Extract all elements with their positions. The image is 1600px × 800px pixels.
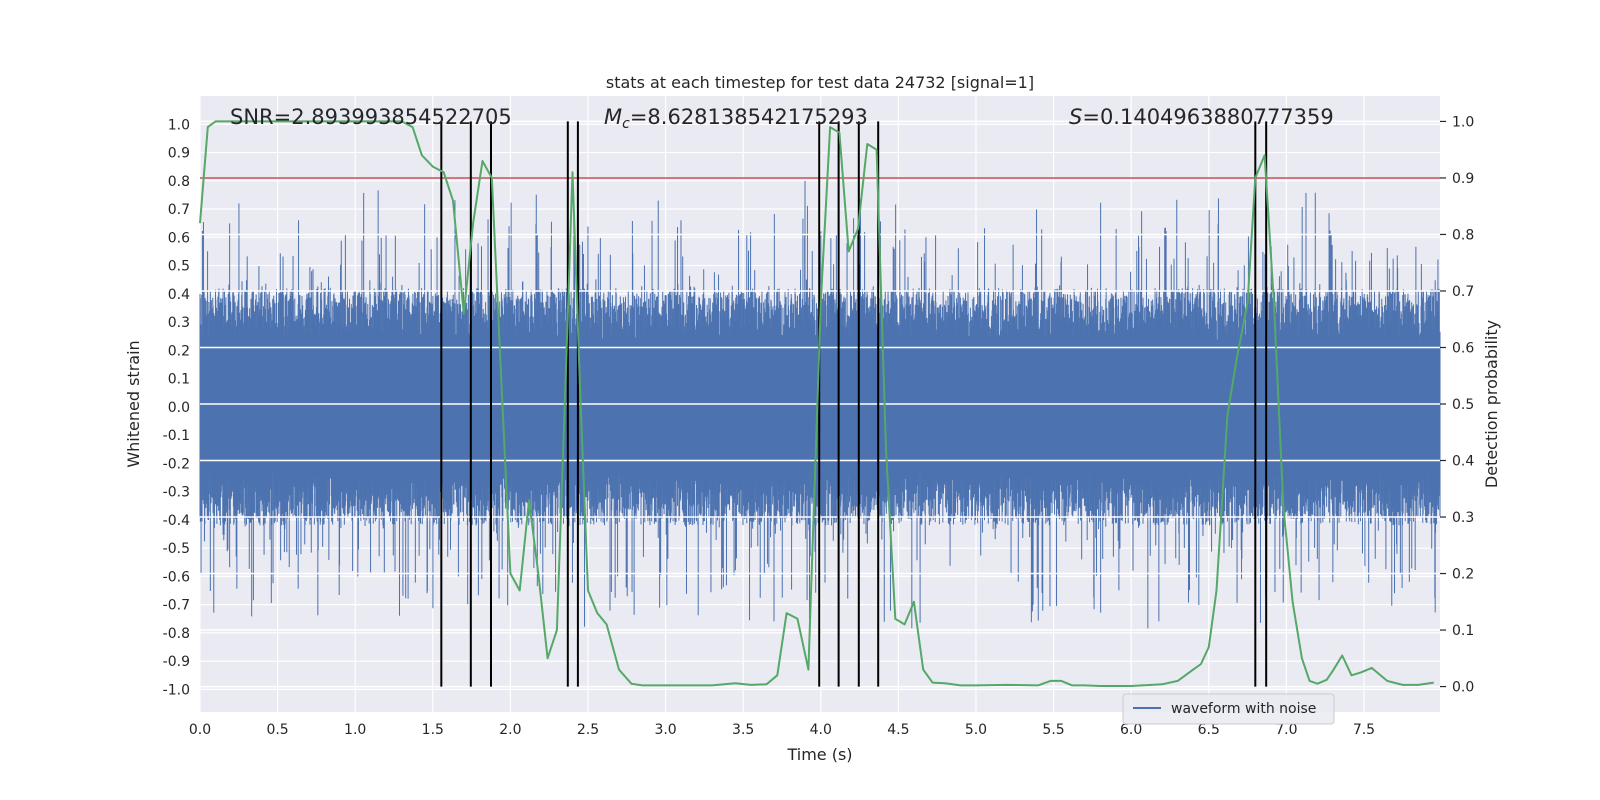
y-tick-label: 0.7	[168, 202, 190, 218]
y-tick-label: -0.3	[163, 485, 190, 501]
chirp-mass-annotation: Mc=8.628138542175293	[604, 105, 868, 132]
x-tick-label: 5.0	[965, 722, 987, 738]
x-tick-label: 1.0	[344, 722, 366, 738]
y-tick-label: -0.7	[163, 598, 190, 614]
y2-tick-label: 0.7	[1452, 284, 1474, 300]
waveform-trace	[199, 180, 1441, 629]
y-tick-label: -0.1	[163, 428, 190, 444]
chart-title: stats at each timestep for test data 247…	[606, 73, 1034, 92]
x-tick-label: 7.5	[1353, 722, 1375, 738]
legend-entry-waveform: waveform with noise	[1171, 701, 1316, 717]
y2-tick-label: 1.0	[1452, 114, 1474, 130]
x-tick-label: 7.0	[1275, 722, 1297, 738]
y2-tick-label: 0.0	[1452, 680, 1474, 696]
y-tick-label: 0.8	[168, 174, 190, 190]
y-tick-label: -0.9	[163, 654, 190, 670]
y2-tick-label: 0.1	[1452, 623, 1474, 639]
x-tick-label: 2.5	[577, 722, 599, 738]
legend: waveform with noise	[1122, 693, 1335, 725]
y-tick-label: 0.0	[168, 400, 190, 416]
y-tick-label: -0.4	[163, 513, 190, 529]
plot-area	[199, 96, 1441, 712]
s-symbol: S	[1069, 105, 1082, 129]
x-tick-label: 5.5	[1042, 722, 1064, 738]
y-tick-label: 0.2	[168, 343, 190, 359]
y-tick-label: -1.0	[163, 682, 190, 698]
x-tick-label: 6.0	[1120, 722, 1142, 738]
y-tick-label: -0.6	[163, 569, 190, 585]
y-tick-label: -0.8	[163, 626, 190, 642]
chirp-mass-value: =8.628138542175293	[630, 105, 868, 129]
y-tick-labels: 1.0 0.9 0.8 0.7 0.6 0.5 0.4 0.3 0.2 0.1 0.0 -0.1 -0.…	[163, 117, 190, 698]
y-tick-label: 0.5	[168, 259, 190, 275]
y2-axis-label: Detection probability	[1482, 320, 1501, 488]
y2-tick-label: 0.4	[1452, 454, 1474, 470]
x-tick-label: 4.5	[887, 722, 909, 738]
x-tick-label: 4.0	[810, 722, 832, 738]
x-tick-label: 1.5	[422, 722, 444, 738]
y2-tick-label: 0.3	[1452, 510, 1474, 526]
waveform-series	[199, 180, 1441, 629]
legend-box	[1122, 693, 1335, 725]
chirp-mass-symbol: M	[604, 105, 622, 129]
x-tick-label: 3.0	[654, 722, 676, 738]
y2-tick-label: 0.2	[1452, 567, 1474, 583]
y-tick-label: 0.3	[168, 315, 190, 331]
y-tick-label: -0.2	[163, 456, 190, 472]
y2-tick-label: 0.5	[1452, 397, 1474, 413]
y-axis-label: Whitened strain	[124, 340, 143, 467]
y-tick-label: 1.0	[168, 117, 190, 133]
chirp-mass-subscript: c	[622, 116, 630, 132]
s-annotation: S=0.1404963880777359	[1069, 105, 1334, 129]
x-tick-label: 6.5	[1198, 722, 1220, 738]
y-tick-label: 0.9	[168, 146, 190, 162]
y-tick-label: -0.5	[163, 541, 190, 557]
y-tick-label: 0.4	[168, 287, 190, 303]
x-tick-label: 2.0	[499, 722, 521, 738]
x-tick-label: 0.0	[189, 722, 211, 738]
x-tick-labels: 0.0 0.5 1.0 1.5 2.0 2.5 3.0 3.5 4.0 4.5 5.0 5.5 6.0 6…	[189, 722, 1375, 738]
y-tick-label: 0.6	[168, 230, 190, 246]
s-value: =0.1404963880777359	[1082, 105, 1333, 129]
y-tick-label: 0.1	[168, 372, 190, 388]
x-axis-label: Time (s)	[786, 745, 852, 764]
detection-probability-series	[199, 120, 1434, 687]
y2-tick-label: 0.6	[1452, 340, 1474, 356]
x-tick-label: 3.5	[732, 722, 754, 738]
y2-tick-labels: 1.0 0.9 0.8 0.7 0.6 0.5 0.4 0.3 0.2 0.1 0.0	[1440, 114, 1474, 696]
snr-annotation: SNR=2.893993854522705	[230, 105, 512, 129]
y2-tick-label: 0.9	[1452, 171, 1474, 187]
x-tick-label: 0.5	[266, 722, 288, 738]
y2-tick-label: 0.8	[1452, 227, 1474, 243]
